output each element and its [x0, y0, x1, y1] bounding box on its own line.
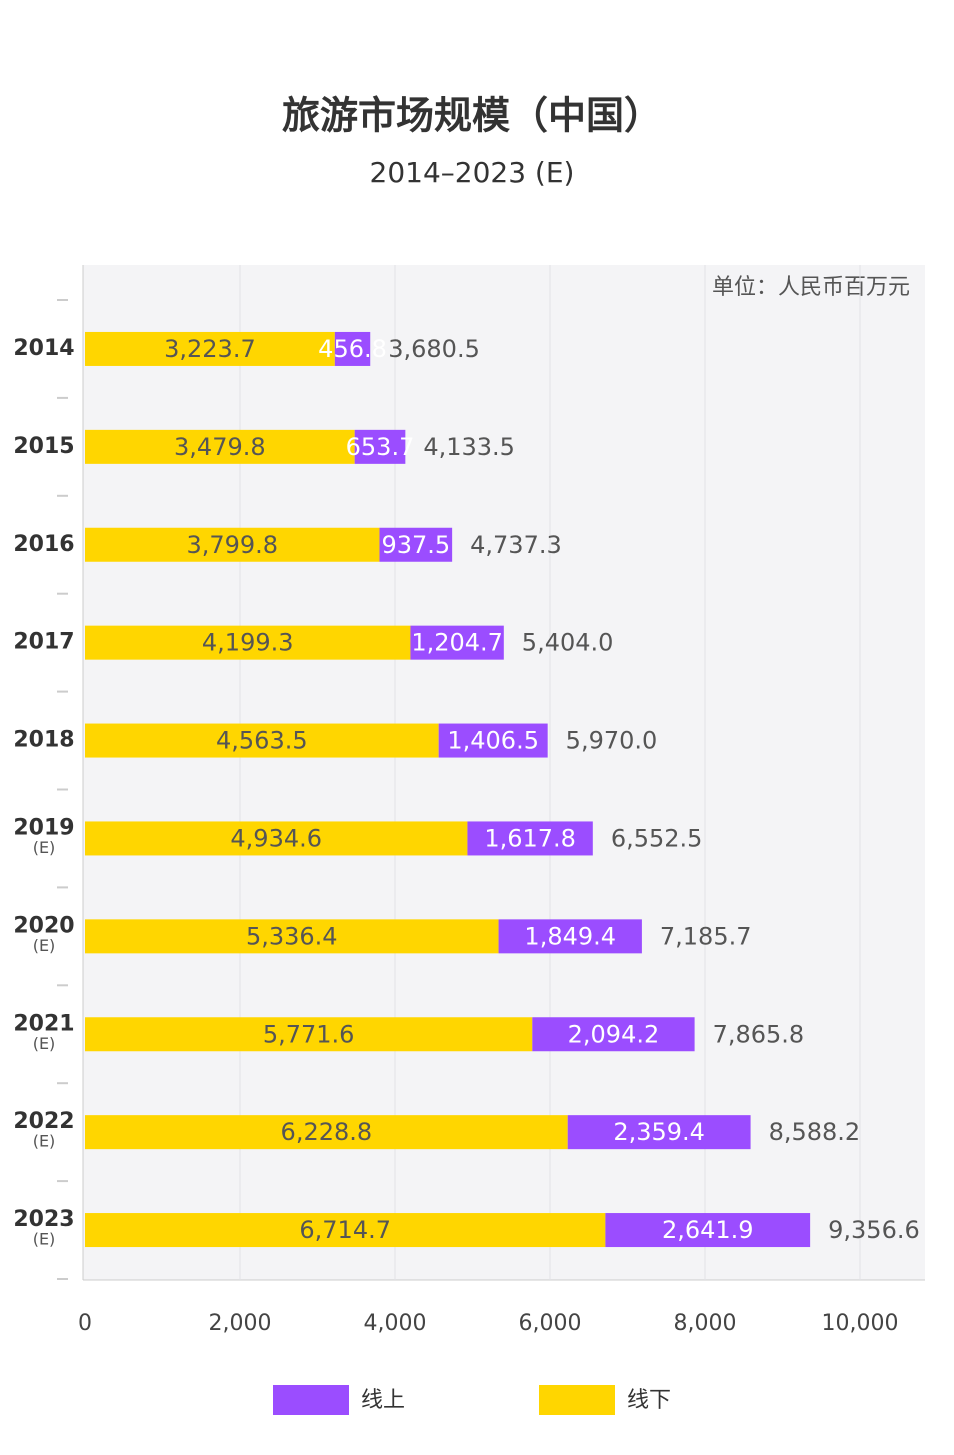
total-label: 7,185.7: [660, 922, 752, 950]
x-tick-label: 4,000: [364, 1311, 427, 1336]
bar: [532, 1017, 695, 1052]
x-tick-label: 0: [78, 1311, 92, 1336]
bar-label: 6,714.7: [299, 1216, 391, 1244]
total-label: 9,356.6: [828, 1216, 920, 1244]
bar-label: 2,359.4: [613, 1118, 705, 1146]
y-tick-label: 2017: [13, 630, 74, 655]
total-label: 4,133.5: [423, 433, 515, 461]
bar-label: 4,199.3: [202, 629, 294, 657]
y-tick-label: 2014: [13, 336, 74, 361]
y-tick-label: 2021: [13, 1011, 74, 1036]
y-tick-note: (E): [33, 1230, 56, 1249]
y-tick-label: 2023: [13, 1207, 74, 1232]
bar: [438, 723, 548, 758]
bar-label: 3,479.8: [174, 433, 266, 461]
unit-note: 单位：人民币百万元: [712, 275, 910, 300]
bar-label: 1,406.5: [447, 727, 539, 755]
bar-label: 1,617.8: [484, 824, 576, 852]
bar-label: 5,771.6: [263, 1020, 355, 1048]
legend-label: 线上: [361, 1388, 405, 1413]
total-label: 3,680.5: [388, 335, 480, 363]
x-tick-label: 10,000: [822, 1311, 899, 1336]
y-tick-label: 2018: [13, 728, 74, 753]
y-tick-label: 2022: [13, 1109, 74, 1134]
bar: [85, 1017, 533, 1052]
bar: [85, 331, 335, 366]
bar-label: 2,641.9: [662, 1216, 754, 1244]
bar-label: 3,799.8: [186, 531, 278, 559]
bar: [498, 919, 642, 954]
total-label: 5,404.0: [522, 629, 614, 657]
y-tick-note: (E): [33, 838, 56, 857]
total-label: 4,737.3: [470, 531, 562, 559]
bar: [85, 821, 468, 856]
x-tick-label: 6,000: [519, 1311, 582, 1336]
bar-label: 456.8: [318, 335, 387, 363]
y-tick-label: 2019: [13, 815, 74, 840]
bar: [605, 1213, 811, 1248]
bar: [85, 1213, 606, 1248]
bar: [85, 429, 355, 464]
chart-title: 旅游市场规模（中国）: [282, 94, 662, 138]
bar: [334, 331, 371, 366]
bar-label: 1,204.7: [411, 629, 503, 657]
legend-swatch: [539, 1385, 615, 1415]
bar-label: 2,094.2: [568, 1020, 660, 1048]
total-label: 6,552.5: [611, 824, 703, 852]
x-tick-label: 2,000: [209, 1311, 272, 1336]
legend-swatch: [273, 1385, 349, 1415]
bar: [379, 527, 453, 562]
bar-label: 3,223.7: [164, 335, 256, 363]
bar: [85, 527, 380, 562]
bar-label: 1,849.4: [524, 922, 616, 950]
total-label: 8,588.2: [769, 1118, 861, 1146]
total-label: 5,970.0: [566, 727, 658, 755]
legend-label: 线下: [627, 1388, 671, 1413]
bar: [467, 821, 593, 856]
bar: [85, 723, 439, 758]
chart-subtitle: 2014–2023 (E): [370, 156, 575, 189]
x-tick-label: 8,000: [674, 1311, 737, 1336]
y-tick-label: 2015: [13, 434, 74, 459]
bar-label: 653.7: [346, 433, 415, 461]
y-tick-note: (E): [33, 1132, 56, 1151]
bar: [567, 1115, 751, 1150]
y-tick-label: 2020: [13, 913, 74, 938]
bar-label: 5,336.4: [246, 922, 338, 950]
bar-label: 4,563.5: [216, 727, 308, 755]
y-tick-note: (E): [33, 936, 56, 955]
bar-label: 4,934.6: [230, 824, 322, 852]
bar-label: 6,228.8: [281, 1118, 373, 1146]
bar: [85, 1115, 568, 1150]
y-tick-note: (E): [33, 1034, 56, 1053]
bar: [85, 625, 411, 660]
bar: [410, 625, 504, 660]
bar: [354, 429, 406, 464]
bar: [85, 919, 499, 954]
total-label: 7,865.8: [713, 1020, 805, 1048]
y-tick-label: 2016: [13, 532, 74, 557]
bar-label: 937.5: [381, 531, 450, 559]
